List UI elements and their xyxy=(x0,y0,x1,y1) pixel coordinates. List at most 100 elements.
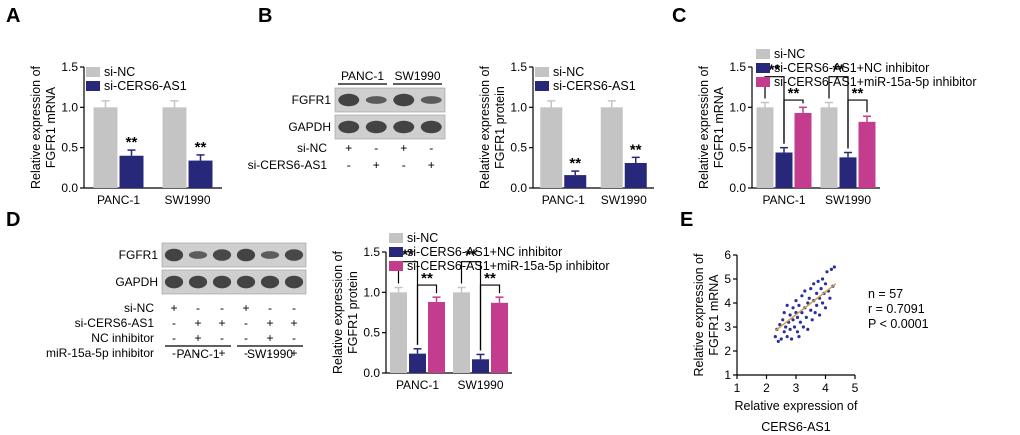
blot-band xyxy=(338,120,360,134)
scatter-point xyxy=(823,282,828,286)
y-tick-label: 1.0 xyxy=(729,100,746,114)
x-tick-label: 2 xyxy=(763,381,770,395)
x-tick-label: SW1990 xyxy=(457,378,503,392)
bar xyxy=(564,175,587,188)
legend-swatch xyxy=(756,49,770,59)
y-tick-label: 0.5 xyxy=(729,141,746,155)
chart-b-fgfr1-protein: 0.0 0.5 1.0 1.5 Relative expression of FGFR1 … xyxy=(478,60,654,207)
y-axis-label: FGFR1 protein xyxy=(346,271,360,354)
treatment-sign: + xyxy=(218,346,225,360)
scatter-point xyxy=(797,335,801,339)
significance-mark: ** xyxy=(769,62,781,79)
blot-group-label: SW1990 xyxy=(247,347,293,361)
treatment-label: si-NC xyxy=(124,301,154,315)
scatter-point xyxy=(773,335,777,339)
x-axis-label: Relative expression of xyxy=(735,399,859,413)
blot-band xyxy=(236,275,256,289)
treatment-sign: + xyxy=(170,301,177,315)
scatter-point xyxy=(815,303,819,307)
scatter-point xyxy=(810,318,814,322)
y-tick-label: 1 xyxy=(724,368,731,382)
x-tick-label: SW1990 xyxy=(825,193,871,207)
bar xyxy=(858,121,876,188)
significance-mark: ** xyxy=(484,270,496,287)
significance-mark: ** xyxy=(126,134,138,151)
bar xyxy=(409,353,426,373)
stat-annotation: P < 0.0001 xyxy=(868,317,929,331)
scatter-point xyxy=(819,287,823,291)
scatter-point xyxy=(813,311,817,315)
bar xyxy=(162,107,187,188)
y-tick-label: 5 xyxy=(724,272,731,286)
y-tick-label: 4 xyxy=(724,296,731,310)
legend-swatch xyxy=(389,247,403,257)
treatment-sign: - xyxy=(402,158,406,172)
scatter-point xyxy=(820,277,825,281)
y-tick-label: 1.0 xyxy=(61,100,78,114)
bar xyxy=(390,292,407,373)
treatment-sign: - xyxy=(268,301,272,315)
y-tick-label: 2 xyxy=(724,344,731,358)
y-axis-label: Relative expression of xyxy=(697,65,711,189)
western-blot-b: PANC-1 SW1990 FGFR1 GAPDH si-NC + - + - si-CERS6-… xyxy=(248,69,446,172)
treatment-label: si-CERS6-AS1 xyxy=(75,316,155,330)
bar xyxy=(756,107,774,188)
y-tick-label: 0.0 xyxy=(363,366,380,380)
treatment-sign: - xyxy=(292,301,296,315)
treatment-sign: - xyxy=(196,346,200,360)
blot-strip xyxy=(161,269,307,295)
blot-band xyxy=(188,275,208,289)
scatter-point xyxy=(806,327,810,331)
significance-mark: ** xyxy=(630,141,642,158)
significance-mark: ** xyxy=(569,155,581,172)
treatment-sign: + xyxy=(290,316,297,330)
bar xyxy=(188,160,213,188)
blot-band xyxy=(164,275,184,289)
x-tick-label: 4 xyxy=(822,381,829,395)
blot-band xyxy=(164,248,184,262)
treatment-sign: - xyxy=(268,346,272,360)
scatter-point xyxy=(785,303,789,307)
treatment-label: si-NC xyxy=(297,141,327,155)
scatter-point xyxy=(788,313,792,317)
scatter-point xyxy=(800,311,804,315)
x-tick-label: PANC-1 xyxy=(542,193,585,207)
blot-band-label: FGFR1 xyxy=(292,93,332,107)
bar xyxy=(472,359,489,373)
significance-bracket xyxy=(783,99,804,144)
scatter-point xyxy=(797,303,801,307)
y-tick-label: 1.5 xyxy=(729,60,746,74)
blot-band xyxy=(284,275,304,289)
scatter-point xyxy=(788,327,792,331)
scatter-point xyxy=(798,320,803,324)
legend-label: si-NC xyxy=(553,65,584,79)
scatter-point xyxy=(791,306,795,310)
blot-group-label: SW1990 xyxy=(394,69,440,83)
bar xyxy=(491,302,508,373)
legend-label: si-CERS6-AS1 xyxy=(553,79,636,93)
scatter-point xyxy=(803,289,807,293)
bar xyxy=(794,112,812,188)
y-axis-label: FGFR1 mRNA xyxy=(707,274,721,356)
blot-band-label: GAPDH xyxy=(288,120,331,134)
scatter-point xyxy=(807,296,811,300)
blot-band xyxy=(284,249,304,261)
scatter-point xyxy=(789,337,794,341)
y-axis-label: Relative expression of xyxy=(29,65,43,189)
y-tick-label: 1.5 xyxy=(510,60,527,74)
blot-strip xyxy=(161,242,307,268)
x-tick-label: PANC-1 xyxy=(762,193,805,207)
significance-mark: ** xyxy=(852,85,864,102)
treatment-sign: + xyxy=(266,316,273,330)
legend-swatch xyxy=(86,81,100,91)
y-tick-label: 1.0 xyxy=(510,100,527,114)
y-tick-label: 0.0 xyxy=(510,181,527,195)
treatment-sign: + xyxy=(194,316,201,330)
treatment-sign: + xyxy=(428,158,435,172)
x-tick-label: 3 xyxy=(793,381,800,395)
y-axis-label: Relative expression of xyxy=(478,65,492,189)
treatment-sign: + xyxy=(218,316,225,330)
scatter-point xyxy=(815,291,819,295)
scatter-point xyxy=(779,337,783,341)
